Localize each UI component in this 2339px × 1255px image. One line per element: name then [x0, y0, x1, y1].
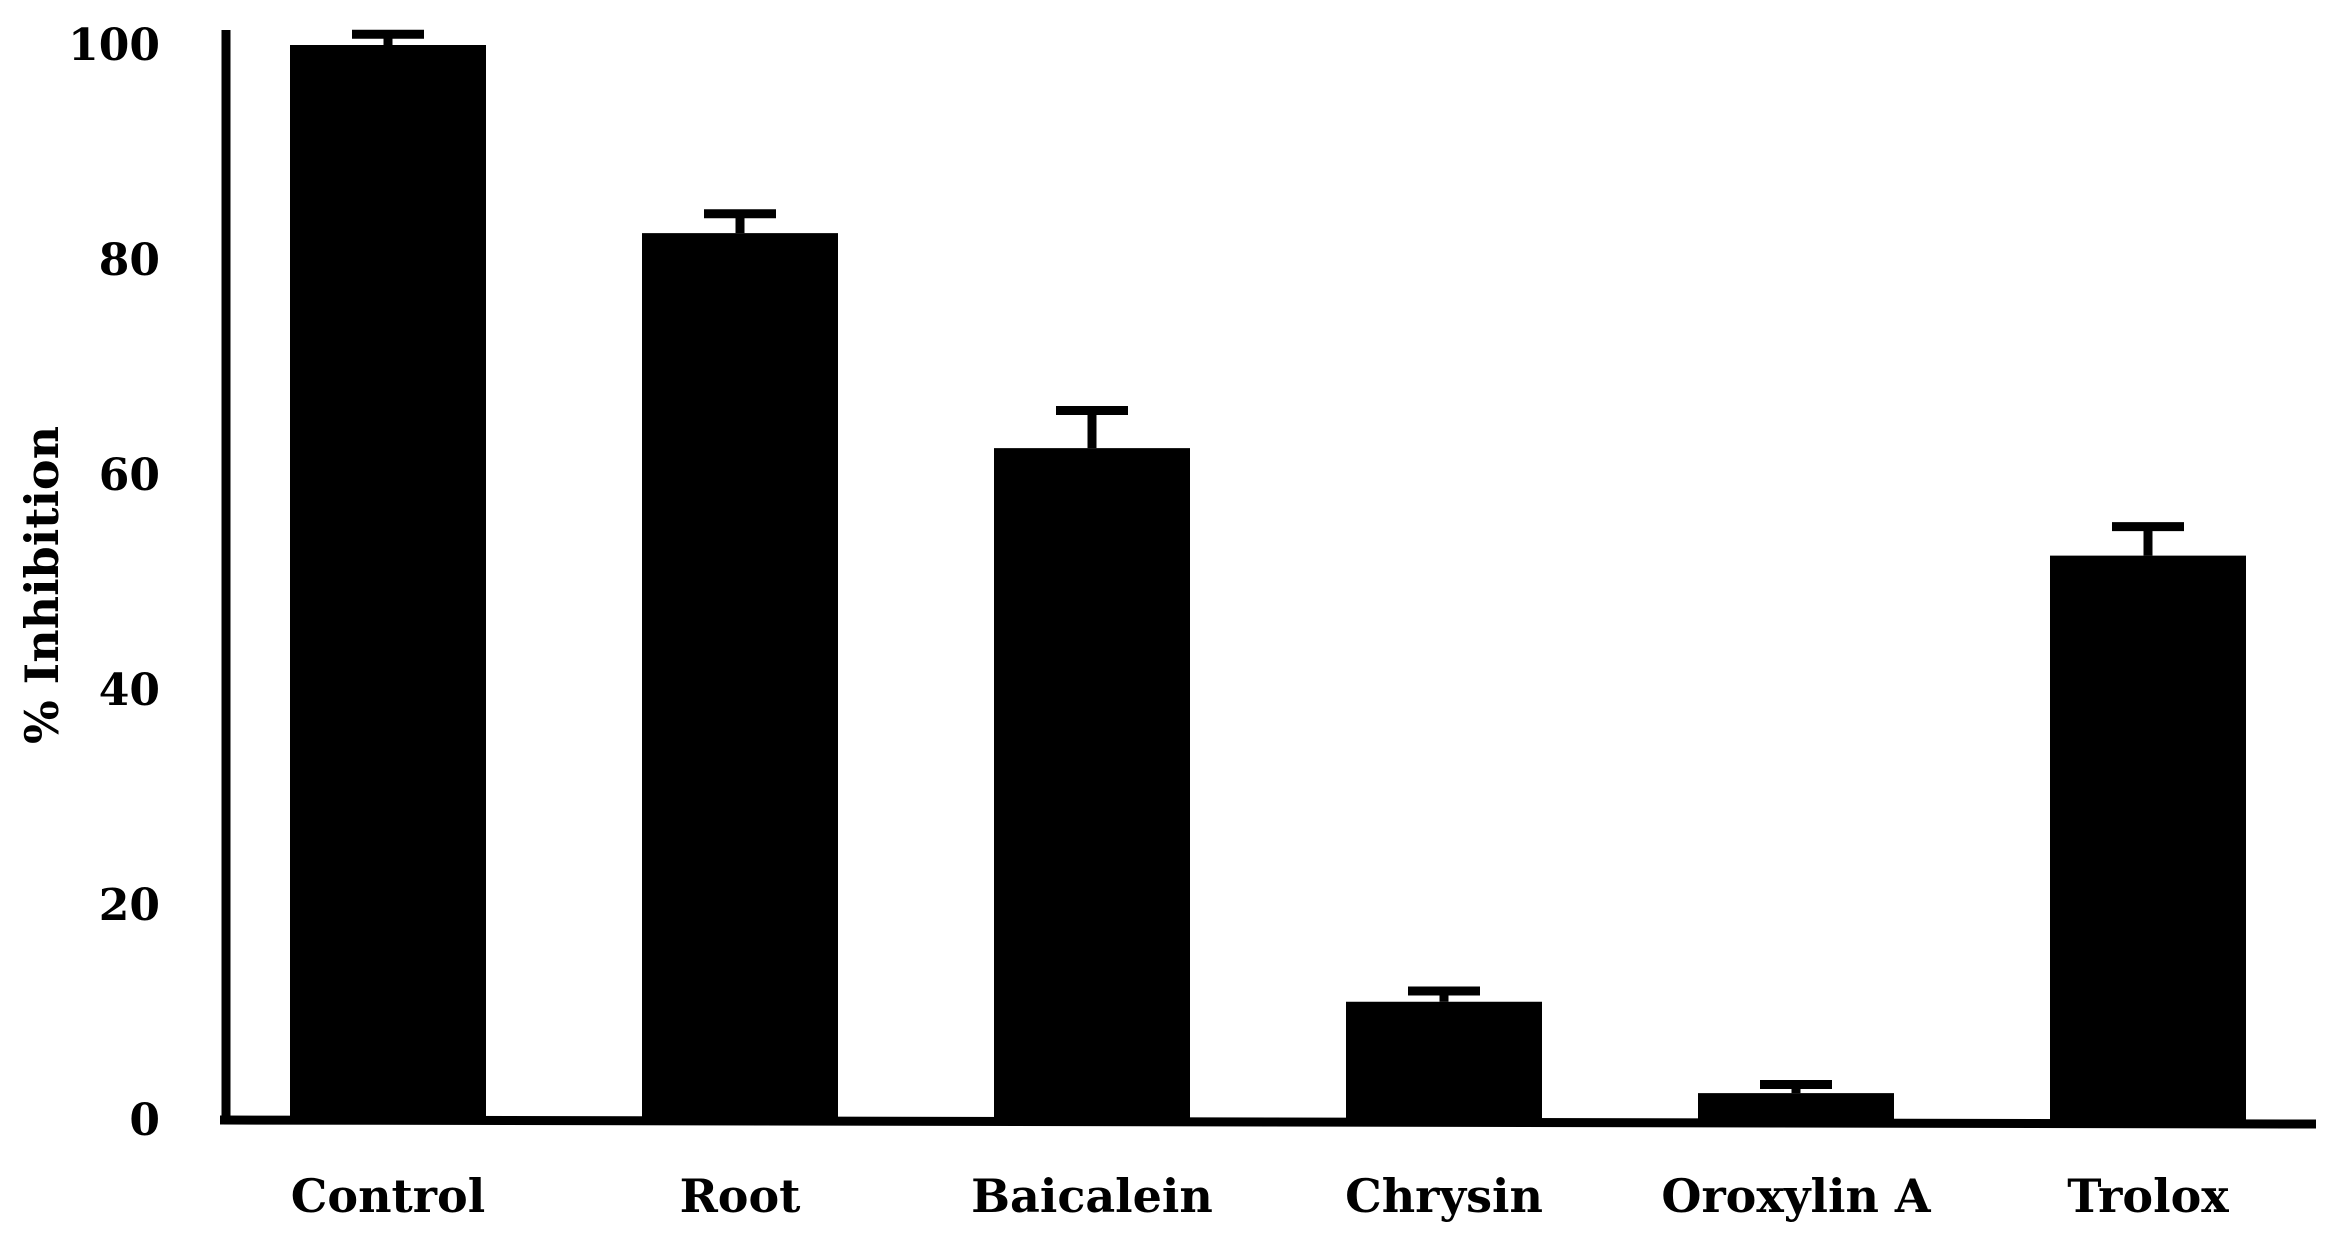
y-tick-label: 40: [99, 665, 160, 716]
y-tick-label: 80: [99, 235, 160, 286]
x-axis: Control Root Baicalein Chrysin Oroxylin A Tro…: [219, 1115, 2317, 1223]
y-tick-label: 0: [129, 1095, 160, 1146]
y-axis-title: % Inhibition: [15, 426, 69, 744]
bar-root: [642, 233, 838, 1120]
x-tick-label: Oroxylin A: [1661, 1169, 1932, 1223]
bars: [290, 45, 2246, 1120]
bar-baicalein: [994, 448, 1190, 1120]
error-bars: [352, 29, 2184, 1094]
x-tick-label: Baicalein: [971, 1169, 1213, 1223]
bar-oroxylin-a: [1698, 1093, 1894, 1120]
bar-control: [290, 45, 486, 1120]
y-axis: 0 20 40 60 80 100: [68, 20, 231, 1146]
x-axis-line: [219, 1115, 2317, 1129]
bar-chrysin: [1346, 1001, 1542, 1120]
x-tick-label: Trolox: [2067, 1169, 2229, 1223]
y-tick-label: 20: [99, 880, 160, 931]
x-tick-label: Root: [680, 1169, 802, 1223]
x-tick-label: Control: [291, 1169, 485, 1223]
y-tick-label: 100: [68, 20, 160, 71]
x-tick-label: Chrysin: [1345, 1169, 1543, 1223]
bar-trolox: [2050, 555, 2246, 1120]
y-tick-label: 60: [99, 450, 160, 501]
